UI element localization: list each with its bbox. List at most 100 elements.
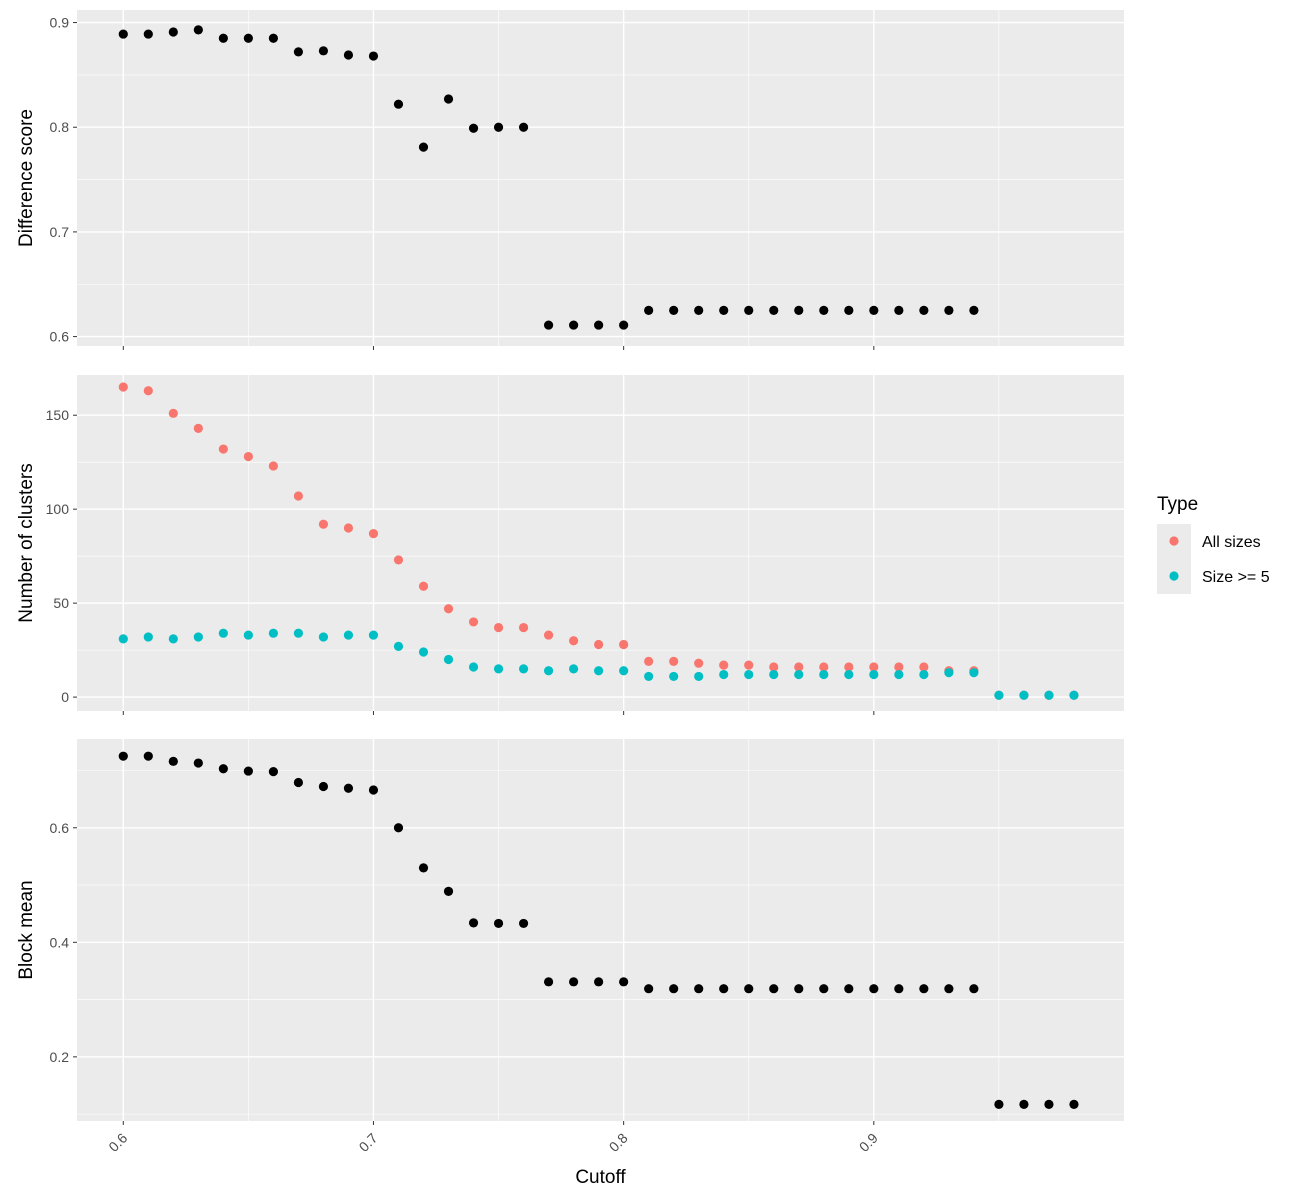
data-point [543,630,554,640]
data-point [143,632,153,642]
data-point [894,662,904,672]
data-point [744,669,754,680]
data-point [769,305,779,316]
data-point [619,977,629,987]
data-point [619,666,629,676]
data-point [869,662,879,672]
data-point [268,33,278,43]
data-point [669,305,679,316]
data-point [594,320,604,330]
data-point [518,918,529,929]
data-point [268,628,278,638]
data-point [293,777,304,788]
data-point [944,668,954,678]
data-point [894,984,904,994]
data-point [418,581,429,591]
legend-label: All sizes [1202,534,1261,551]
x-tick-label: 0.8 [606,1130,631,1155]
data-point [493,622,504,633]
data-point [694,671,704,682]
data-point [418,142,429,152]
y-tick-label: 0.6 [50,329,70,345]
data-point [143,751,153,761]
data-point [318,632,329,642]
data-point [894,305,904,316]
x-axis-title: Cutoff [575,1167,626,1188]
data-point [819,984,829,994]
data-point [744,660,754,670]
data-point [218,628,228,638]
data-point [443,604,454,614]
y-axis-title: Difference score [16,109,37,247]
data-point [368,785,379,795]
data-point [193,423,203,433]
data-point [919,662,929,672]
data-point [994,1099,1004,1109]
y-tick-label: 50 [53,595,69,611]
data-point [343,783,354,793]
x-tick-label: 0.7 [356,1130,381,1155]
data-point [268,767,278,777]
data-point [769,984,779,994]
data-point [543,666,554,676]
data-point [468,918,479,928]
data-point [644,671,654,682]
data-point [1044,1099,1054,1109]
panel-background [77,375,1124,711]
data-point [1069,690,1079,700]
data-point [819,305,829,316]
data-point [969,984,979,994]
data-point [243,33,253,43]
data-point [168,756,178,766]
y-tick-label: 0.4 [50,934,70,950]
y-tick-label: 150 [46,407,70,423]
data-point [844,305,854,316]
data-point [118,382,128,392]
data-point [844,984,854,994]
legend-key [1169,536,1179,546]
data-point [969,668,979,678]
data-point [418,647,429,657]
data-point [268,461,278,471]
data-point [869,669,879,680]
legend-label: Size >= 5 [1202,569,1270,586]
data-point [343,50,354,60]
legend-key-background [1157,524,1191,594]
y-tick-label: 0 [61,689,69,705]
data-point [393,555,404,565]
data-point [719,984,729,994]
data-point [1044,690,1054,700]
data-point [944,984,954,994]
data-point [669,671,679,682]
data-point [493,122,504,132]
data-point [994,690,1004,700]
data-point [769,669,779,680]
data-point [518,122,529,132]
data-point [543,977,554,987]
data-point [518,664,529,674]
data-point [594,666,604,676]
data-point [243,766,253,776]
data-point [919,305,929,316]
data-point [1019,690,1029,700]
data-point [243,630,253,640]
data-point [343,630,354,640]
data-point [819,669,829,680]
data-point [443,654,454,665]
data-point [293,491,304,501]
data-point [318,781,329,792]
data-point [969,305,979,316]
y-tick-label: 0.2 [50,1049,70,1065]
data-point [418,863,429,873]
legend-title: Type [1157,494,1198,515]
legend-key [1169,571,1179,581]
data-point [318,519,329,529]
data-point [493,918,504,929]
data-point [193,758,203,768]
data-point [168,408,178,418]
data-point [193,632,203,642]
data-point [569,320,579,330]
data-point [218,764,228,774]
data-point [869,305,879,316]
panel-background [77,739,1124,1121]
